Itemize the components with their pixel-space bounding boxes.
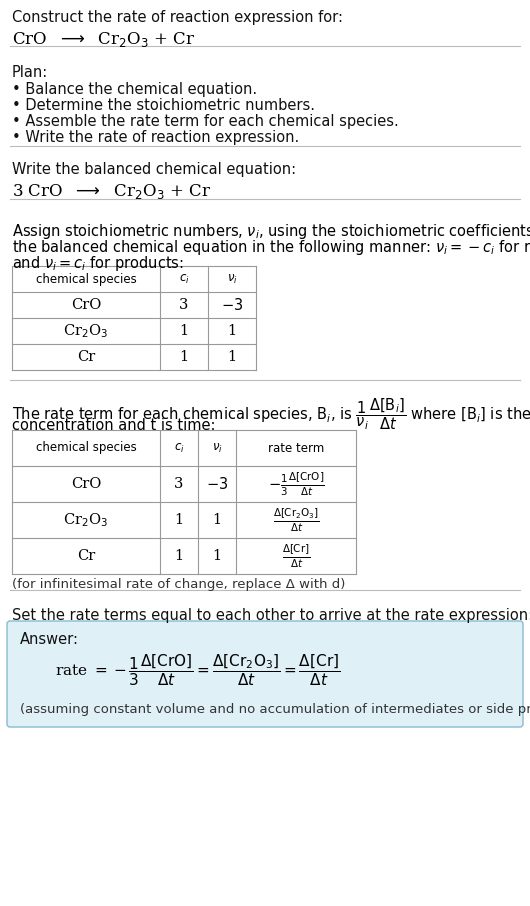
Text: $-3$: $-3$ xyxy=(206,476,228,492)
Text: (assuming constant volume and no accumulation of intermediates or side products): (assuming constant volume and no accumul… xyxy=(20,703,530,716)
Text: $c_i$: $c_i$ xyxy=(174,441,184,455)
Text: 1: 1 xyxy=(227,350,236,364)
Text: concentration and t is time:: concentration and t is time: xyxy=(12,418,216,433)
Text: chemical species: chemical species xyxy=(36,441,136,455)
Text: Construct the rate of reaction expression for:: Construct the rate of reaction expressio… xyxy=(12,10,343,25)
Text: CrO: CrO xyxy=(71,477,101,491)
Text: Cr$_2$O$_3$: Cr$_2$O$_3$ xyxy=(64,323,109,340)
Text: chemical species: chemical species xyxy=(36,273,136,285)
Text: Assign stoichiometric numbers, $\nu_i$, using the stoichiometric coefficients, $: Assign stoichiometric numbers, $\nu_i$, … xyxy=(12,222,530,241)
Text: 1: 1 xyxy=(174,549,183,563)
Text: Set the rate terms equal to each other to arrive at the rate expression:: Set the rate terms equal to each other t… xyxy=(12,608,530,623)
Text: 1: 1 xyxy=(227,324,236,338)
Text: • Assemble the rate term for each chemical species.: • Assemble the rate term for each chemic… xyxy=(12,114,399,129)
Text: 3: 3 xyxy=(174,477,184,491)
Text: 3: 3 xyxy=(179,298,189,312)
Text: • Determine the stoichiometric numbers.: • Determine the stoichiometric numbers. xyxy=(12,98,315,113)
Text: • Balance the chemical equation.: • Balance the chemical equation. xyxy=(12,82,257,97)
Text: $\frac{\Delta[\mathrm{Cr}]}{\Delta t}$: $\frac{\Delta[\mathrm{Cr}]}{\Delta t}$ xyxy=(282,543,310,570)
Text: 1: 1 xyxy=(180,324,189,338)
Text: • Write the rate of reaction expression.: • Write the rate of reaction expression. xyxy=(12,130,299,145)
Text: 3 CrO  $\longrightarrow$  Cr$_2$O$_3$ + Cr: 3 CrO $\longrightarrow$ Cr$_2$O$_3$ + Cr xyxy=(12,182,211,201)
Text: 1: 1 xyxy=(180,350,189,364)
Text: $-\frac{1}{3}\frac{\Delta[\mathrm{CrO}]}{\Delta t}$: $-\frac{1}{3}\frac{\Delta[\mathrm{CrO}]}… xyxy=(268,470,324,497)
Text: $-3$: $-3$ xyxy=(221,297,243,313)
Text: $\nu_i$: $\nu_i$ xyxy=(211,441,223,455)
Text: and $\nu_i = c_i$ for products:: and $\nu_i = c_i$ for products: xyxy=(12,254,184,273)
Text: Cr$_2$O$_3$: Cr$_2$O$_3$ xyxy=(64,511,109,529)
Text: $\frac{\Delta[\mathrm{Cr_2O_3}]}{\Delta t}$: $\frac{\Delta[\mathrm{Cr_2O_3}]}{\Delta … xyxy=(273,506,319,534)
FancyBboxPatch shape xyxy=(7,621,523,727)
Text: 1: 1 xyxy=(213,513,222,527)
Text: rate term: rate term xyxy=(268,441,324,455)
Text: The rate term for each chemical species, B$_i$, is $\dfrac{1}{\nu_i}\dfrac{\Delt: The rate term for each chemical species,… xyxy=(12,396,530,431)
Text: $c_i$: $c_i$ xyxy=(179,273,189,285)
Text: Cr: Cr xyxy=(77,350,95,364)
Text: rate $= -\dfrac{1}{3}\dfrac{\Delta[\mathrm{CrO}]}{\Delta t} = \dfrac{\Delta[\mat: rate $= -\dfrac{1}{3}\dfrac{\Delta[\math… xyxy=(55,652,340,688)
Text: Write the balanced chemical equation:: Write the balanced chemical equation: xyxy=(12,162,296,177)
Text: CrO: CrO xyxy=(71,298,101,312)
Text: the balanced chemical equation in the following manner: $\nu_i = -c_i$ for react: the balanced chemical equation in the fo… xyxy=(12,238,530,257)
Text: $\nu_i$: $\nu_i$ xyxy=(227,273,237,285)
Text: 1: 1 xyxy=(174,513,183,527)
Text: Answer:: Answer: xyxy=(20,632,79,647)
Text: 1: 1 xyxy=(213,549,222,563)
Text: Plan:: Plan: xyxy=(12,65,48,80)
Text: Cr: Cr xyxy=(77,549,95,563)
Text: CrO  $\longrightarrow$  Cr$_2$O$_3$ + Cr: CrO $\longrightarrow$ Cr$_2$O$_3$ + Cr xyxy=(12,30,196,49)
Text: (for infinitesimal rate of change, replace Δ with d): (for infinitesimal rate of change, repla… xyxy=(12,578,346,591)
